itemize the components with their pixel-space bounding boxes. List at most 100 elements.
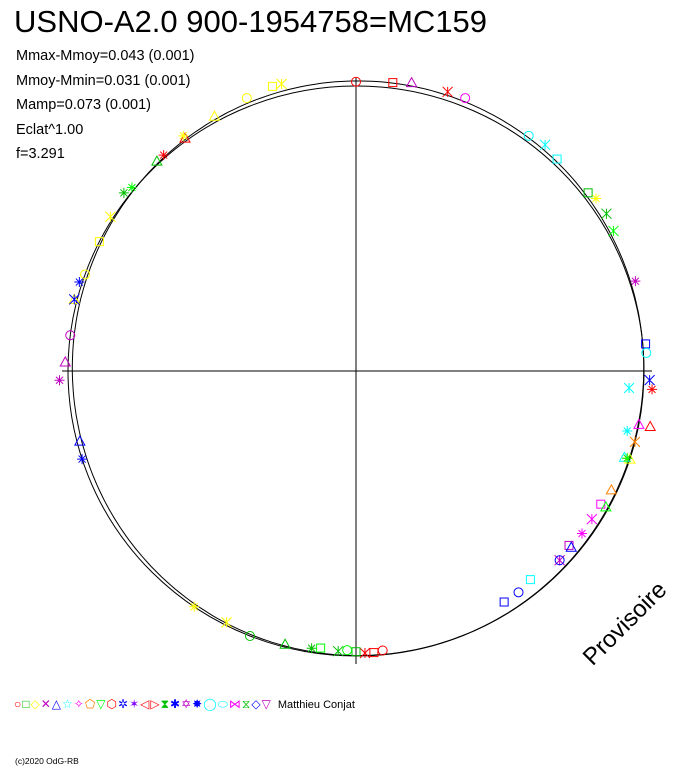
data-point bbox=[586, 513, 598, 525]
data-point bbox=[279, 638, 291, 649]
legend-glyph-2: ◇ bbox=[30, 697, 40, 711]
data-point bbox=[77, 454, 88, 465]
data-point bbox=[316, 643, 326, 653]
data-point bbox=[342, 645, 353, 656]
copyright: (c)2020 OdG-RB bbox=[15, 756, 79, 766]
data-point bbox=[442, 86, 454, 98]
data-point bbox=[59, 355, 72, 367]
data-point bbox=[54, 375, 65, 386]
data-point bbox=[523, 130, 534, 141]
data-point bbox=[94, 237, 104, 247]
legend-glyph-20: ⋈ bbox=[228, 697, 241, 711]
data-point bbox=[600, 500, 612, 512]
data-point bbox=[601, 208, 612, 220]
data-point bbox=[73, 435, 86, 446]
legend-glyph-4: △ bbox=[51, 697, 62, 711]
legend-glyph-17: ✸ bbox=[192, 697, 203, 711]
legend-glyph-5: ☆ bbox=[62, 697, 73, 711]
data-point bbox=[633, 418, 645, 429]
legend-glyph-3: ✕ bbox=[40, 697, 51, 711]
data-point bbox=[351, 76, 361, 87]
legend-glyph-12: ◁ bbox=[140, 697, 150, 711]
legend: ○□◇✕△☆✧⬠▽⬡✲✶◁▷⧗✱✡✸◯⬭⋈⧖◇▽ Matthieu Conjat bbox=[14, 697, 355, 712]
legend-glyph-7: ⬠ bbox=[84, 697, 96, 711]
data-point bbox=[552, 154, 562, 164]
legend-glyph-9: ⬡ bbox=[106, 697, 118, 711]
data-point bbox=[377, 645, 388, 656]
data-point bbox=[118, 187, 129, 198]
legend-glyph-13: ▷ bbox=[150, 697, 160, 711]
data-point bbox=[105, 211, 116, 223]
legend-glyphs: ○□◇✕△☆✧⬠▽⬡✲✶◁▷⧗✱✡✸◯⬭⋈⧖◇▽ bbox=[14, 697, 272, 712]
data-point bbox=[241, 93, 252, 104]
data-point bbox=[388, 78, 398, 88]
data-point bbox=[525, 575, 535, 585]
data-point bbox=[405, 76, 418, 88]
data-point bbox=[74, 277, 85, 288]
legend-glyph-8: ▽ bbox=[96, 697, 106, 711]
data-point bbox=[369, 648, 379, 658]
data-point bbox=[554, 555, 565, 566]
data-point bbox=[641, 347, 652, 358]
legend-glyph-14: ⧗ bbox=[160, 697, 170, 711]
legend-glyph-23: ▽ bbox=[261, 697, 271, 711]
legend-glyph-11: ✶ bbox=[129, 697, 140, 711]
data-point bbox=[151, 155, 163, 166]
stat-mamp: Mamp=0.073 (0.001) bbox=[16, 97, 152, 113]
legend-glyph-15: ✱ bbox=[170, 697, 181, 711]
data-point bbox=[565, 541, 578, 552]
legend-glyph-18: ◯ bbox=[203, 697, 217, 711]
data-point bbox=[622, 453, 633, 464]
data-point bbox=[65, 330, 76, 341]
data-point bbox=[460, 93, 471, 104]
legend-glyph-19: ⬭ bbox=[217, 697, 228, 711]
stats-block: Mmax-Mmoy=0.043 (0.001) Mmoy-Mmin=0.031 … bbox=[16, 44, 195, 167]
data-point bbox=[267, 81, 277, 91]
data-point bbox=[68, 294, 80, 305]
data-point bbox=[179, 132, 191, 143]
legend-glyph-10: ✲ bbox=[118, 697, 129, 711]
data-point bbox=[623, 382, 635, 394]
data-point bbox=[126, 182, 137, 193]
data-point bbox=[513, 587, 524, 598]
legend-glyph-1: □ bbox=[22, 697, 30, 711]
legend-glyph-22: ◇ bbox=[251, 697, 261, 711]
data-point bbox=[332, 645, 344, 657]
data-point bbox=[158, 150, 169, 161]
data-point bbox=[539, 139, 551, 151]
data-point bbox=[221, 617, 232, 628]
data-point bbox=[178, 130, 189, 141]
data-point bbox=[630, 276, 641, 287]
data-point bbox=[359, 647, 371, 659]
data-point bbox=[189, 601, 200, 612]
data-point bbox=[641, 339, 651, 349]
chart-title: USNO-A2.0 900-1954758=MC159 bbox=[14, 4, 488, 39]
data-point bbox=[605, 483, 618, 495]
legend-glyph-0: ○ bbox=[14, 697, 22, 711]
legend-author: Matthieu Conjat bbox=[277, 698, 355, 711]
data-point bbox=[306, 643, 317, 654]
data-point bbox=[276, 78, 287, 90]
legend-glyph-6: ✧ bbox=[73, 697, 84, 711]
data-point bbox=[647, 384, 658, 395]
legend-glyph-16: ✡ bbox=[181, 697, 192, 711]
data-point bbox=[80, 269, 91, 280]
data-point bbox=[499, 597, 509, 607]
data-point bbox=[208, 110, 221, 121]
data-point bbox=[577, 528, 588, 539]
data-point bbox=[622, 425, 633, 436]
stat-frequency: f=3.291 bbox=[16, 146, 65, 162]
data-point bbox=[644, 374, 655, 386]
data-point bbox=[244, 630, 255, 641]
legend-glyph-21: ⧖ bbox=[241, 697, 251, 711]
data-point bbox=[644, 420, 657, 432]
stat-eclat: Eclat^1.00 bbox=[16, 121, 84, 138]
stat-mmax-mmoy: Mmax-Mmoy=0.043 (0.001) bbox=[16, 48, 195, 64]
data-point bbox=[629, 436, 641, 448]
stat-mmoy-mmin: Mmoy-Mmin=0.031 (0.001) bbox=[16, 72, 191, 89]
data-point bbox=[583, 188, 593, 198]
data-point bbox=[351, 647, 361, 657]
data-point bbox=[590, 193, 601, 204]
data-point bbox=[608, 225, 619, 237]
